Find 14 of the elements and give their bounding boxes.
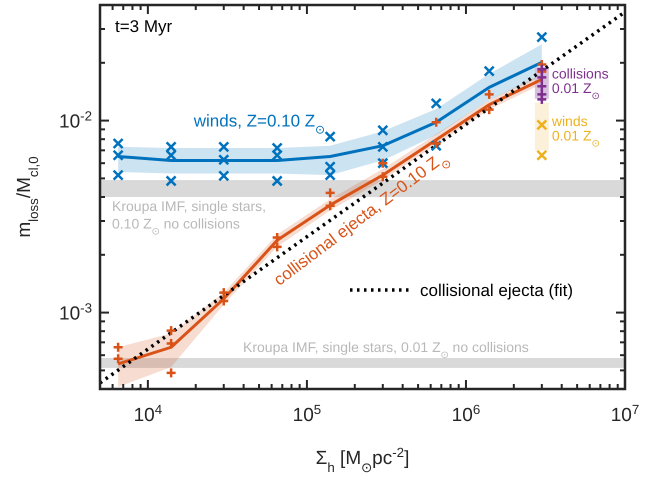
- band-label: Kroupa IMF, single stars, 0.01 Z$_{⊙}$ no collisions: [243, 339, 529, 361]
- x-tick-label: 10$^{5}$: [292, 402, 322, 426]
- legend-label: collisional ejecta (fit): [420, 281, 574, 300]
- y-tick-label: 10$^{-2}$: [59, 108, 92, 133]
- x-tick-label: 10$^{6}$: [452, 402, 480, 426]
- series-label: collisions 0.01 Z$_{⊙}$: [552, 65, 609, 102]
- band-label: Kroupa IMF, single stars, 0.10 Z$_{⊙}$ no collisions: [112, 198, 266, 238]
- series-label: winds, Z=0.10 Z$_{⊙}$: [192, 111, 326, 136]
- y-tick-label: 10$^{-3}$: [59, 300, 92, 325]
- annotation: t=3 Myr: [115, 17, 172, 36]
- x-axis-title: Σ$_{h}$ [M$_{⊙}$pc$^{-2}$]: [316, 444, 410, 474]
- x-tick-label: 10$^{4}$: [134, 402, 162, 426]
- series-label: winds 0.01 Z$_{⊙}$: [550, 113, 600, 150]
- x-tick-label: 10$^{7}$: [610, 402, 640, 426]
